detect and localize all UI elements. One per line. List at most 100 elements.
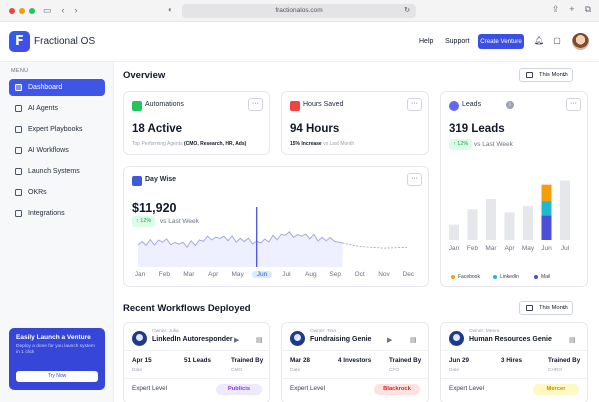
month-tick-jan[interactable]: Jan	[134, 271, 146, 278]
hours-saved-card: Hours Saved ··· 94 Hours 15% Increase vs…	[281, 91, 429, 155]
workflow-card[interactable]: Owner: Julia LinkedIn Autoresponder ▶︎ ▤…	[123, 322, 270, 402]
sidebar: MENU Dashboard AI Agents Expert Playbook…	[0, 62, 114, 402]
month-tick-jun[interactable]: Jun	[252, 271, 272, 278]
legend-mail: Mail	[534, 274, 550, 280]
leads-icon	[449, 101, 459, 111]
minimize-window-button[interactable]	[19, 8, 25, 14]
owner-avatar	[449, 331, 464, 346]
overview-period-select[interactable]: This Month ⌄	[519, 68, 573, 82]
briefcase-icon	[290, 101, 300, 111]
workflow-card[interactable]: Owner: Tina Fundraising Genie ▶︎ ▤ Mar 2…	[281, 322, 429, 402]
video-icon[interactable]: ▶︎	[234, 337, 240, 344]
month-tick-oct[interactable]: Oct	[354, 271, 365, 278]
workflow-date: Apr 15	[132, 357, 152, 364]
sidebar-item-ai-agents[interactable]: AI Agents	[9, 100, 105, 117]
divider	[124, 350, 269, 351]
leads-card: Leads i ··· 319 Leads ↑ 12% vs Last Week…	[440, 91, 588, 287]
video-icon[interactable]: ▶︎	[387, 337, 393, 344]
bell-icon[interactable]: 🔔︎	[534, 36, 545, 45]
document-icon[interactable]: ▤	[256, 337, 263, 344]
leads-bar-chart: Jan Feb Mar Apr May Jun Jul	[449, 180, 570, 252]
workflow-icon	[15, 147, 22, 154]
sidebar-item-label: Dashboard	[28, 84, 63, 91]
help-link[interactable]: Help	[419, 38, 434, 45]
workflow-card[interactable]: Owner: Meera Human Resources Genie ▤ Jun…	[440, 322, 588, 402]
tabs-overview-icon[interactable]: ⧉	[584, 4, 591, 14]
daywise-line-chart	[137, 207, 409, 267]
month-tick-aug[interactable]: Aug	[305, 271, 317, 278]
card-title: Leads	[462, 101, 482, 108]
sidebar-item-launch-systems[interactable]: Launch Systems	[9, 163, 105, 180]
sidebar-item-integrations[interactable]: Integrations	[9, 205, 105, 222]
divider	[441, 378, 587, 379]
bar-may-mail	[523, 206, 533, 240]
more-options-button[interactable]: ···	[248, 98, 263, 111]
month-tick-sep[interactable]: Sep	[329, 271, 341, 278]
document-icon[interactable]: ▤	[569, 337, 576, 344]
promo-description: Deploy a done for you launch system in 1…	[16, 344, 95, 355]
brand-name: Fractional OS	[34, 36, 96, 47]
date-label: Date	[290, 368, 301, 373]
forward-icon[interactable]: ›	[74, 5, 78, 15]
logo[interactable]: F	[9, 31, 30, 52]
month-tick-apr[interactable]: Apr	[208, 271, 219, 278]
document-icon[interactable]: ▤	[410, 337, 417, 344]
bar-jun-linkedin	[541, 201, 552, 216]
period-value: This Month	[539, 305, 568, 311]
divider	[124, 378, 269, 379]
leads-value: 319 Leads	[449, 123, 505, 135]
workflows-period-select[interactable]: This Month ⌄	[519, 301, 573, 315]
back-icon[interactable]: ‹	[61, 5, 65, 15]
create-venture-button[interactable]: Create Venture	[478, 34, 524, 49]
calendar-icon	[526, 305, 533, 311]
legend-dot	[451, 275, 455, 279]
support-link[interactable]: Support	[445, 38, 470, 45]
sidebar-item-okrs[interactable]: OKRs	[9, 184, 105, 201]
month-tick-dec[interactable]: Dec	[402, 271, 415, 278]
owner-avatar	[132, 331, 147, 346]
rocket-icon	[15, 168, 22, 175]
level-label: Expert Level	[290, 385, 326, 392]
new-tab-icon[interactable]: +	[569, 4, 575, 14]
sidebar-item-label: AI Agents	[28, 105, 58, 112]
avatar[interactable]	[572, 33, 589, 50]
bar-tick-may: May	[522, 245, 535, 252]
comparison-text: vs Last Week	[160, 218, 199, 225]
month-tick-nov[interactable]: Nov	[378, 271, 390, 278]
address-bar[interactable]: fractionalos.com ↻	[182, 4, 416, 18]
try-now-button[interactable]: Try Now	[16, 371, 98, 382]
automations-subtext: Top Performing Agents (CMO, Research, HR…	[132, 141, 247, 147]
month-tick-mar[interactable]: Mar	[183, 271, 195, 278]
more-options-button[interactable]: ···	[566, 98, 581, 111]
sidebar-item-ai-workflows[interactable]: AI Workflows	[9, 142, 105, 159]
bar-tick-jul: Jul	[561, 245, 570, 252]
sidebar-item-dashboard[interactable]: Dashboard	[9, 79, 105, 96]
level-label: Expert Level	[132, 385, 168, 392]
close-window-button[interactable]	[9, 8, 15, 14]
workflows-title: Recent Workflows Deployed	[123, 303, 251, 314]
date-label: Date	[449, 368, 460, 373]
period-value: This Month	[539, 72, 568, 78]
maximize-window-button[interactable]	[29, 8, 35, 14]
sidebar-toggle-icon[interactable]: ▭	[43, 5, 52, 15]
app-header: F Fractional OS Help Support Create Vent…	[0, 22, 599, 62]
bar-jun-facebook	[541, 184, 552, 202]
month-tick-may[interactable]: May	[231, 271, 244, 278]
sidebar-item-label: AI Workflows	[28, 147, 69, 154]
share-icon[interactable]: ⇪	[551, 4, 560, 14]
workflow-name: Human Resources Genie	[469, 336, 552, 343]
more-options-button[interactable]: ···	[407, 173, 422, 186]
hours-subtext: 15% Increase vs Last Month	[290, 141, 355, 147]
agent-icon	[15, 105, 22, 112]
reload-icon[interactable]: ↻	[404, 7, 410, 14]
workflow-date: Jun 29	[449, 357, 469, 364]
sidebar-item-expert-playbooks[interactable]: Expert Playbooks	[9, 121, 105, 138]
line-series-forecast	[342, 242, 409, 249]
month-tick-feb[interactable]: Feb	[158, 271, 170, 278]
chat-icon[interactable]: ▢	[553, 36, 561, 45]
month-tick-jul[interactable]: Jul	[282, 271, 291, 278]
info-icon[interactable]: i	[506, 101, 514, 109]
more-options-button[interactable]: ···	[407, 98, 422, 111]
workflow-metric: 3 Hires	[501, 357, 523, 364]
shield-icon[interactable]: ◐	[168, 5, 173, 14]
